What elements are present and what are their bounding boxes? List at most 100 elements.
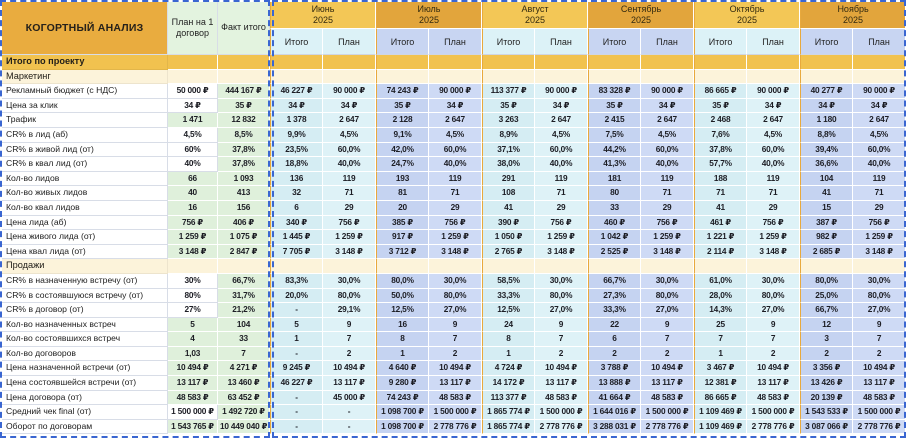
section-cell[interactable] (482, 259, 536, 274)
month-value-cell[interactable]: - (323, 419, 377, 435)
month-value-cell[interactable]: 90 000 ₽ (323, 84, 377, 99)
month-value-cell[interactable]: 90 000 ₽ (535, 84, 589, 99)
month-value-cell[interactable]: 32 (270, 186, 323, 201)
month-value-cell[interactable]: 39,4% (800, 142, 854, 158)
month-value-cell[interactable]: 3 (800, 332, 854, 347)
fact-total-cell[interactable]: 104 (218, 317, 270, 333)
month-value-cell[interactable]: 34 ₽ (641, 98, 695, 114)
month-value-cell[interactable]: 23,5% (270, 142, 323, 158)
plan-per-contract-cell[interactable]: 1,03 (168, 346, 218, 362)
month-value-cell[interactable]: 80,0% (641, 288, 695, 304)
month-value-cell[interactable]: 90 000 ₽ (641, 84, 695, 99)
month-value-cell[interactable]: 7 (535, 332, 589, 347)
month-value-cell[interactable]: 1 500 000 ₽ (535, 405, 589, 420)
subheader-plan[interactable]: План (429, 29, 483, 55)
section-cell[interactable] (270, 55, 323, 70)
month-header-5[interactable]: Октябрь 2025 (694, 2, 801, 29)
month-value-cell[interactable]: 1 500 000 ₽ (429, 405, 483, 420)
month-value-cell[interactable]: 34 ₽ (747, 98, 801, 114)
month-value-cell[interactable]: 2 415 (588, 113, 642, 128)
month-value-cell[interactable]: 48 583 ₽ (429, 390, 483, 406)
section-cell[interactable] (535, 69, 589, 85)
month-header-3[interactable]: Август 2025 (482, 2, 589, 29)
month-value-cell[interactable]: 10 494 ₽ (429, 361, 483, 377)
section-cell[interactable] (482, 69, 536, 85)
month-value-cell[interactable]: 41,3% (588, 157, 642, 172)
section-cell[interactable] (323, 55, 377, 70)
plan-per-contract-header[interactable]: План на 1 договор (168, 2, 218, 55)
month-value-cell[interactable]: 7 (747, 332, 801, 347)
section-cell[interactable] (641, 55, 695, 70)
month-value-cell[interactable]: 40,0% (747, 157, 801, 172)
month-value-cell[interactable]: 7 (323, 332, 377, 347)
month-value-cell[interactable]: 2 (800, 346, 854, 362)
month-value-cell[interactable]: 1 259 ₽ (429, 230, 483, 245)
month-value-cell[interactable]: 756 ₽ (641, 215, 695, 231)
month-value-cell[interactable]: 2 (588, 346, 642, 362)
month-value-cell[interactable]: 2 765 ₽ (482, 244, 536, 260)
month-value-cell[interactable]: 2 778 776 ₽ (641, 419, 695, 435)
month-value-cell[interactable]: 40 277 ₽ (800, 84, 854, 99)
section-cell[interactable] (323, 259, 377, 274)
section-cell[interactable] (747, 259, 801, 274)
month-value-cell[interactable]: 2 647 (853, 113, 907, 128)
month-value-cell[interactable]: 29 (853, 200, 907, 216)
section-cell[interactable] (270, 69, 323, 85)
section-cell[interactable] (218, 259, 270, 274)
month-value-cell[interactable]: 80,0% (323, 288, 377, 304)
row-label[interactable]: Рекламный бюджет (с НДС) (2, 84, 168, 99)
month-value-cell[interactable]: 71 (747, 186, 801, 201)
month-value-cell[interactable]: 1 259 ₽ (535, 230, 589, 245)
month-value-cell[interactable]: 29,1% (323, 303, 377, 318)
month-value-cell[interactable]: 756 ₽ (853, 215, 907, 231)
month-value-cell[interactable]: 756 ₽ (323, 215, 377, 231)
fact-total-header[interactable]: Факт итого (218, 2, 270, 55)
month-value-cell[interactable]: 1 109 469 ₽ (694, 419, 748, 435)
plan-per-contract-cell[interactable]: 1 259 ₽ (168, 230, 218, 245)
section-cell[interactable] (429, 55, 483, 70)
month-value-cell[interactable]: 71 (694, 186, 748, 201)
month-value-cell[interactable]: 13 117 ₽ (747, 376, 801, 391)
fact-total-cell[interactable]: 2 847 ₽ (218, 244, 270, 260)
month-value-cell[interactable]: 104 (800, 171, 854, 187)
month-value-cell[interactable]: 5 (270, 317, 323, 333)
month-value-cell[interactable]: 34 ₽ (535, 98, 589, 114)
month-value-cell[interactable]: 6 (270, 200, 323, 216)
subheader-plan[interactable]: План (747, 29, 801, 55)
month-value-cell[interactable]: 37,1% (482, 142, 536, 158)
month-value-cell[interactable]: 1 109 469 ₽ (694, 405, 748, 420)
month-value-cell[interactable]: 74 243 ₽ (376, 390, 430, 406)
month-value-cell[interactable]: 10 494 ₽ (641, 361, 695, 377)
month-value-cell[interactable]: 34 ₽ (800, 98, 854, 114)
month-value-cell[interactable]: - (323, 405, 377, 420)
month-value-cell[interactable]: 80,0% (535, 288, 589, 304)
month-value-cell[interactable]: 119 (747, 171, 801, 187)
row-label[interactable]: Цена назначенной встречи (от) (2, 361, 168, 377)
month-value-cell[interactable]: 1 378 (270, 113, 323, 128)
month-value-cell[interactable]: 25,0% (800, 288, 854, 304)
month-value-cell[interactable]: 6 (588, 332, 642, 347)
month-value-cell[interactable]: 2 (323, 346, 377, 362)
month-value-cell[interactable]: 48 583 ₽ (853, 390, 907, 406)
month-value-cell[interactable]: 2 128 (376, 113, 430, 128)
section-cell[interactable] (323, 69, 377, 85)
month-value-cell[interactable]: 1 042 ₽ (588, 230, 642, 245)
month-value-cell[interactable]: 27,0% (535, 303, 589, 318)
subheader-itogo[interactable]: Итого (482, 29, 536, 55)
month-value-cell[interactable]: 38,0% (482, 157, 536, 172)
month-value-cell[interactable]: 13 117 ₽ (641, 376, 695, 391)
month-header-1[interactable]: Июнь 2025 (270, 2, 377, 29)
month-value-cell[interactable]: 193 (376, 171, 430, 187)
month-value-cell[interactable]: 90 000 ₽ (747, 84, 801, 99)
month-value-cell[interactable]: 13 888 ₽ (588, 376, 642, 391)
subheader-plan[interactable]: План (323, 29, 377, 55)
plan-per-contract-cell[interactable]: 80% (168, 288, 218, 304)
month-value-cell[interactable]: 1 (270, 332, 323, 347)
month-value-cell[interactable]: 13 117 ₽ (535, 376, 589, 391)
fact-total-cell[interactable]: 156 (218, 200, 270, 216)
month-value-cell[interactable]: 12 381 ₽ (694, 376, 748, 391)
month-value-cell[interactable]: 1 050 ₽ (482, 230, 536, 245)
fact-total-cell[interactable]: 413 (218, 186, 270, 201)
plan-per-contract-cell[interactable]: 16 (168, 200, 218, 216)
subheader-plan[interactable]: План (535, 29, 589, 55)
